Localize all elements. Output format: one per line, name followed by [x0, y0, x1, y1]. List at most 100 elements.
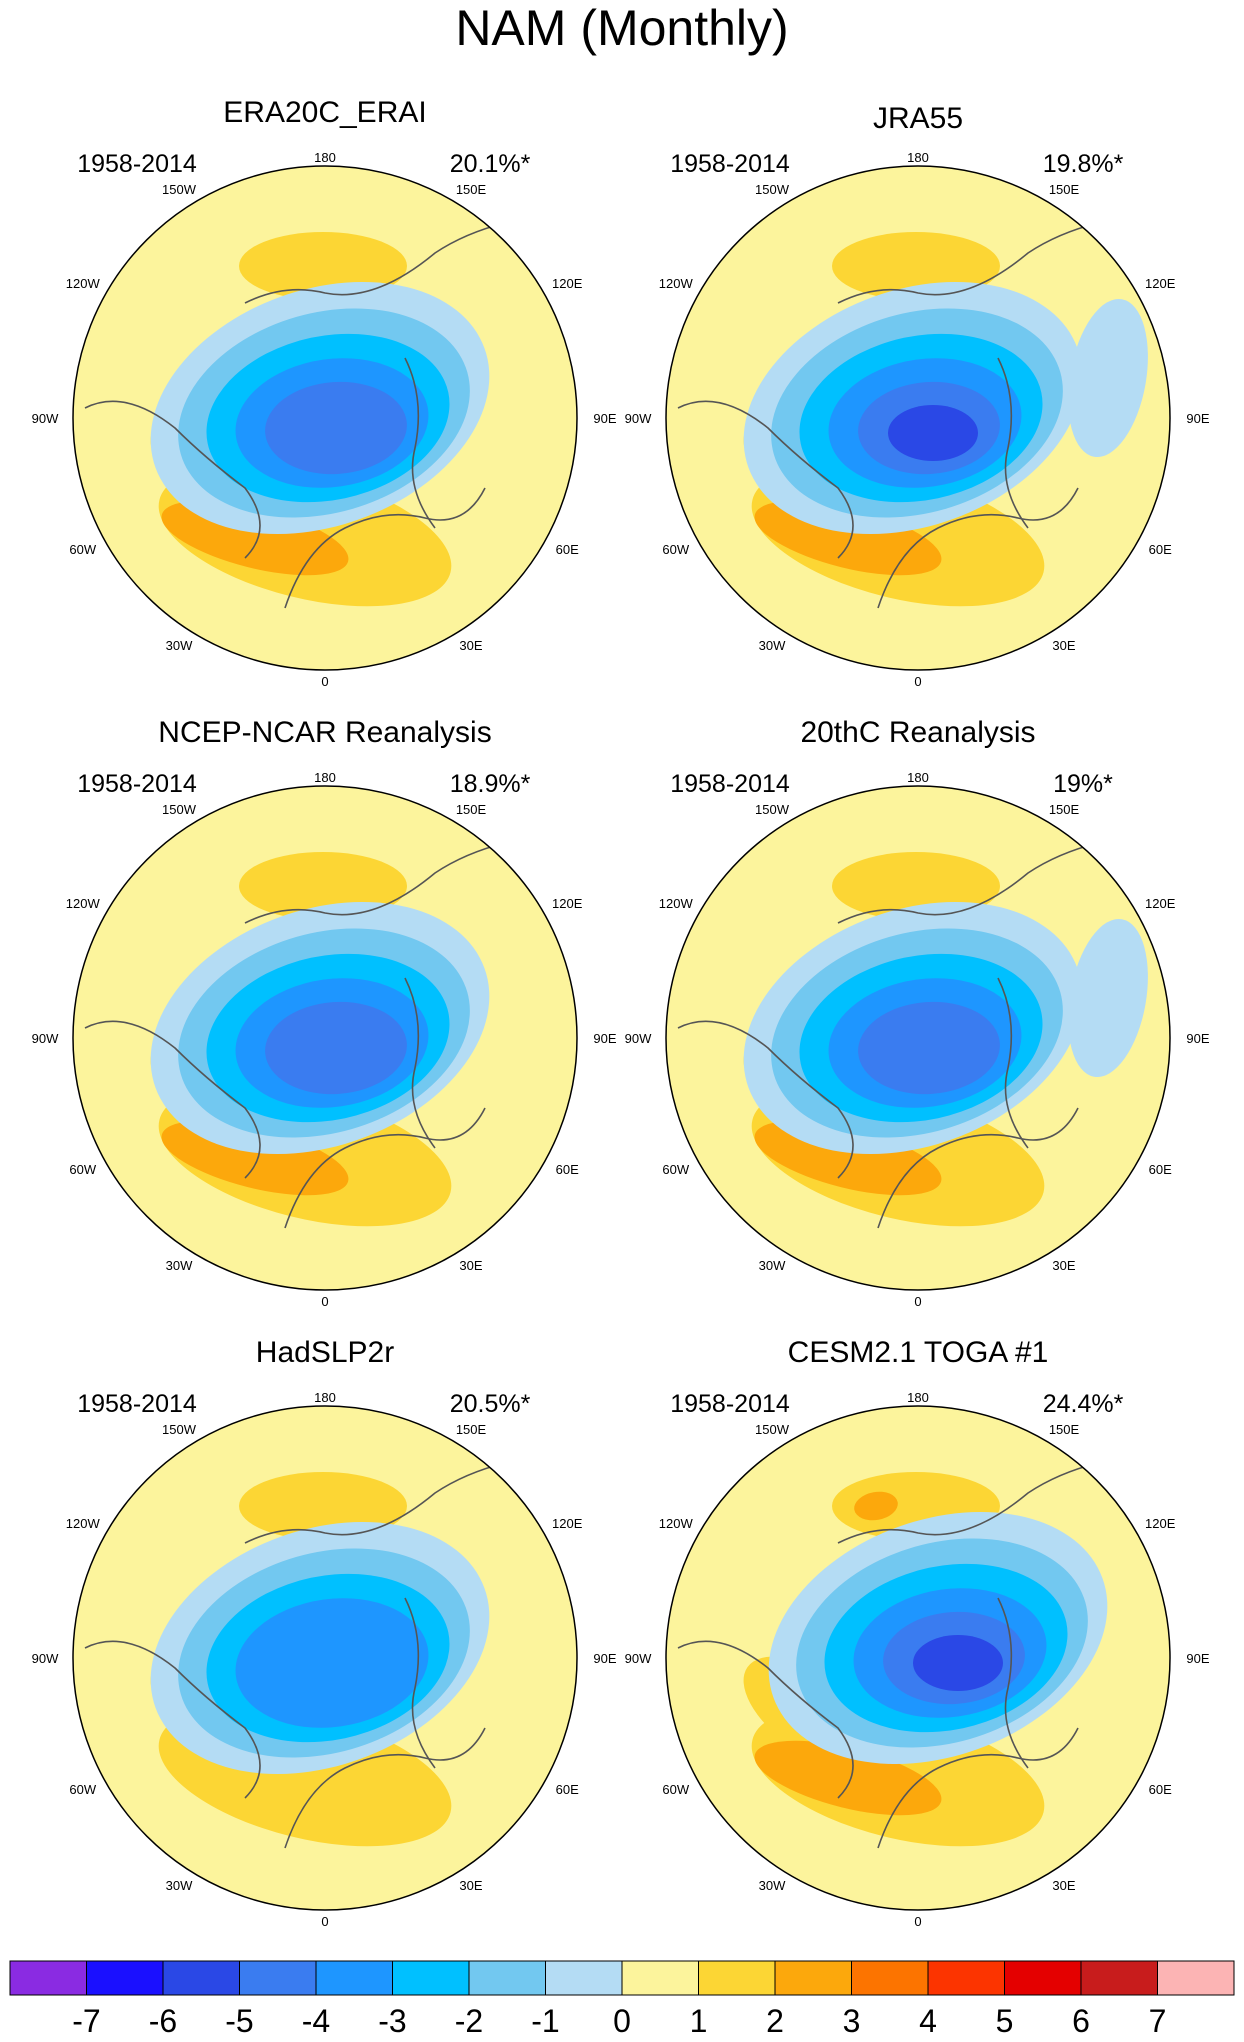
lon-label: 0 [914, 1914, 921, 1929]
lon-label: 120E [1145, 896, 1176, 911]
panel-variance: 20.1%* [450, 150, 531, 178]
panel-period: 1958-2014 [670, 770, 790, 798]
lon-label: 120W [659, 896, 694, 911]
colorbar: -7 -6 -5 -4 -3 -2 -1 0 1 2 3 4 5 6 7 [9, 1960, 1235, 2039]
colorbar-label: 7 [1149, 2003, 1167, 2039]
lon-label: 60W [69, 1162, 96, 1177]
lon-label: 30W [759, 1878, 786, 1893]
panel-variance: 18.9%* [450, 770, 531, 798]
negative-anomaly-level [888, 405, 978, 461]
lon-label: 30W [166, 1878, 193, 1893]
coastline [404, 357, 436, 529]
lon-label: 30W [166, 638, 193, 653]
panel-period: 1958-2014 [670, 1390, 790, 1418]
lon-label: 150W [162, 802, 197, 817]
panel-title: HadSLP2r [256, 1336, 394, 1369]
negative-anomaly-level [265, 381, 407, 475]
lon-label: 150W [755, 1422, 790, 1437]
colorbar-swatch [315, 1960, 393, 1996]
lon-label: 30E [1052, 638, 1075, 653]
colorbar-label: -4 [302, 2003, 330, 2039]
colorbar-label: -1 [531, 2003, 559, 2039]
positive-anomaly-atlantic-core [754, 1740, 942, 1816]
map-border [72, 785, 578, 1291]
lon-label: 90E [593, 1031, 616, 1046]
lon-label: 150E [456, 802, 487, 817]
panel-title: JRA55 [873, 102, 963, 135]
lon-label: 150W [162, 1422, 197, 1437]
colorbar-swatch [162, 1960, 240, 1996]
negative-anomaly-asia [1068, 298, 1148, 458]
map-field [666, 786, 1170, 1290]
lon-label: 180 [907, 1390, 929, 1405]
colorbar-label: -5 [225, 2003, 253, 2039]
map-field [73, 1406, 577, 1910]
coastline [404, 977, 436, 1149]
lon-label: 60W [662, 542, 689, 557]
lon-label: 60W [69, 542, 96, 557]
lon-label: 90E [1186, 1651, 1209, 1666]
lon-label: 30E [1052, 1258, 1075, 1273]
panel-variance: 19%* [1053, 770, 1113, 798]
colorbar-label: 2 [766, 2003, 784, 2039]
lon-label: 120E [552, 1516, 583, 1531]
lon-label: 90E [1186, 1031, 1209, 1046]
colorbar-swatch [927, 1960, 1005, 1996]
lon-label: 60W [662, 1782, 689, 1797]
colorbar-swatch [239, 1960, 317, 1996]
lon-label: 120W [66, 1516, 101, 1531]
map-field [73, 786, 577, 1290]
lon-label: 150E [1049, 802, 1080, 817]
coastlines [677, 1462, 1099, 1849]
lon-label: 90W [32, 1651, 59, 1666]
map-panel: JRA55 1958-2014 19.8%* 180 0 90W 90E 150W 120W 15… [625, 102, 1210, 689]
lon-label: 30E [459, 638, 482, 653]
lon-label: 120W [66, 276, 101, 291]
colorbar-label: -6 [149, 2003, 177, 2039]
lon-label: 180 [907, 150, 929, 165]
colorbar-swatch [774, 1960, 852, 1996]
lon-label: 60W [69, 1782, 96, 1797]
map-panel: ERA20C_ERAI 1958-2014 20.1%* 180 0 90W 90E 150W… [32, 96, 617, 689]
map-border [665, 165, 1171, 671]
colorbar-swatch [698, 1960, 776, 1996]
lon-label: 0 [321, 674, 328, 689]
lon-label: 30E [459, 1878, 482, 1893]
coastline [84, 1020, 261, 1179]
colorbar-label: 4 [919, 2003, 937, 2039]
coastline [877, 487, 1079, 609]
colorbar-label: 0 [613, 2003, 631, 2039]
map-border [72, 165, 578, 671]
lon-label: 90W [625, 1651, 652, 1666]
negative-anomaly-level [235, 1598, 429, 1728]
colorbar-swatch [468, 1960, 546, 1996]
lon-label: 180 [314, 1390, 336, 1405]
coastline [244, 1462, 506, 1544]
map-field [666, 166, 1170, 670]
coastline [284, 1727, 486, 1849]
map-field [73, 166, 577, 670]
coastline [837, 222, 1099, 304]
coastline [244, 222, 506, 304]
map-panel: 20thC Reanalysis 1958-2014 19%* 180 0 90W 90E 1… [625, 716, 1210, 1309]
lon-label: 90E [593, 411, 616, 426]
colorbar-label: -3 [378, 2003, 406, 2039]
lon-label: 60E [556, 1162, 579, 1177]
map-panel: HadSLP2r 1958-2014 20.5%* 180 0 90W 90E 150W 120… [32, 1336, 617, 1929]
colorbar-label: 3 [843, 2003, 861, 2039]
lon-label: 30W [166, 1258, 193, 1273]
lon-label: 0 [321, 1914, 328, 1929]
lon-label: 60E [1149, 1782, 1172, 1797]
colorbar-swatch [392, 1960, 470, 1996]
panel-title: CESM2.1 TOGA #1 [788, 1336, 1049, 1369]
lon-label: 0 [914, 1294, 921, 1309]
colorbar-swatch [86, 1960, 164, 1996]
lon-label: 180 [314, 770, 336, 785]
panel-variance: 24.4%* [1043, 1390, 1124, 1418]
map-panel: NCEP-NCAR Reanalysis 1958-2014 18.9%* 180 0 9… [32, 716, 617, 1309]
lon-label: 150W [755, 182, 790, 197]
lon-label: 120W [659, 276, 694, 291]
panel-variance: 20.5%* [450, 1390, 531, 1418]
